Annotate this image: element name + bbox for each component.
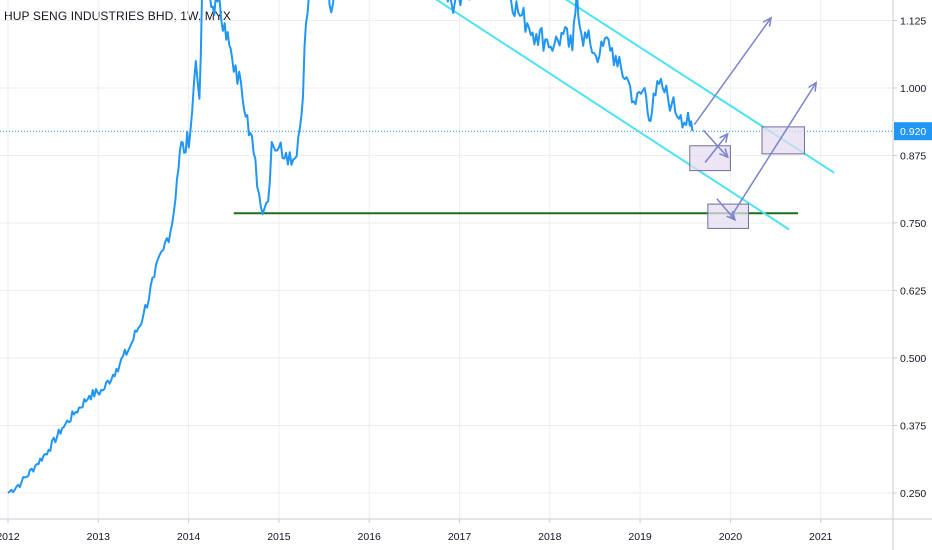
arrow-head — [762, 16, 773, 27]
target-box-1[interactable] — [689, 145, 731, 172]
price-tick-label: 0.250 — [900, 488, 926, 500]
time-tick-label: 2019 — [628, 531, 652, 543]
price-tick-label: 0.500 — [900, 353, 926, 365]
target-box-3[interactable] — [761, 126, 805, 155]
time-tick-label: 2021 — [809, 531, 833, 543]
arrow-head — [808, 81, 818, 92]
time-tick-label: 2016 — [358, 531, 382, 543]
drawing-tools[interactable] — [225, 0, 848, 231]
arrow-shaft — [693, 17, 772, 126]
time-tick-label: 2018 — [538, 531, 562, 543]
last-price-value: 0.920 — [900, 126, 926, 138]
price-series-line[interactable] — [7, 0, 694, 494]
grid-lines — [0, 0, 893, 519]
arrow-shaft — [729, 82, 817, 219]
last-price-tag: 0.920 — [894, 122, 932, 141]
channel-lower-line[interactable] — [378, 0, 790, 231]
time-tick-label: 2015 — [267, 531, 291, 543]
arrow-head — [719, 148, 729, 159]
chart-title: HUP SENG INDUSTRIES BHD, 1W, MYX — [4, 9, 232, 23]
price-tick-label: 1.125 — [900, 16, 926, 28]
arrow-shaft — [704, 133, 729, 163]
projection-arrow-1[interactable] — [693, 16, 773, 126]
price-axis[interactable]: 0.250 0.375 0.500 0.625 0.750 0.875 1.000 1.125… — [893, 0, 926, 500]
price-tick-label: 0.375 — [900, 421, 926, 433]
projection-arrow-2[interactable] — [702, 129, 729, 159]
price-tick-label: 0.875 — [900, 151, 926, 163]
time-tick-label: 2020 — [719, 531, 743, 543]
last-price-tag-bg — [894, 122, 932, 141]
time-tick-label: 2017 — [448, 531, 472, 543]
channel-upper-line[interactable] — [396, 0, 835, 174]
arrow-head — [719, 132, 729, 143]
price-tick-label: 0.750 — [900, 218, 926, 230]
time-tick-label: 2014 — [177, 531, 201, 543]
time-axis[interactable]: 2012 2013 2014 2015 2016 2017 2018 2019 2020 2021 — [0, 519, 833, 543]
time-tick-label: 2013 — [87, 531, 111, 543]
time-tick-label: 2012 — [0, 531, 20, 543]
projection-arrow-3[interactable] — [704, 132, 729, 163]
projection-arrow-5[interactable] — [729, 81, 818, 219]
price-tick-label: 0.625 — [900, 286, 926, 298]
arrow-shaft — [702, 129, 729, 158]
price-tick-label: 1.000 — [900, 83, 926, 95]
